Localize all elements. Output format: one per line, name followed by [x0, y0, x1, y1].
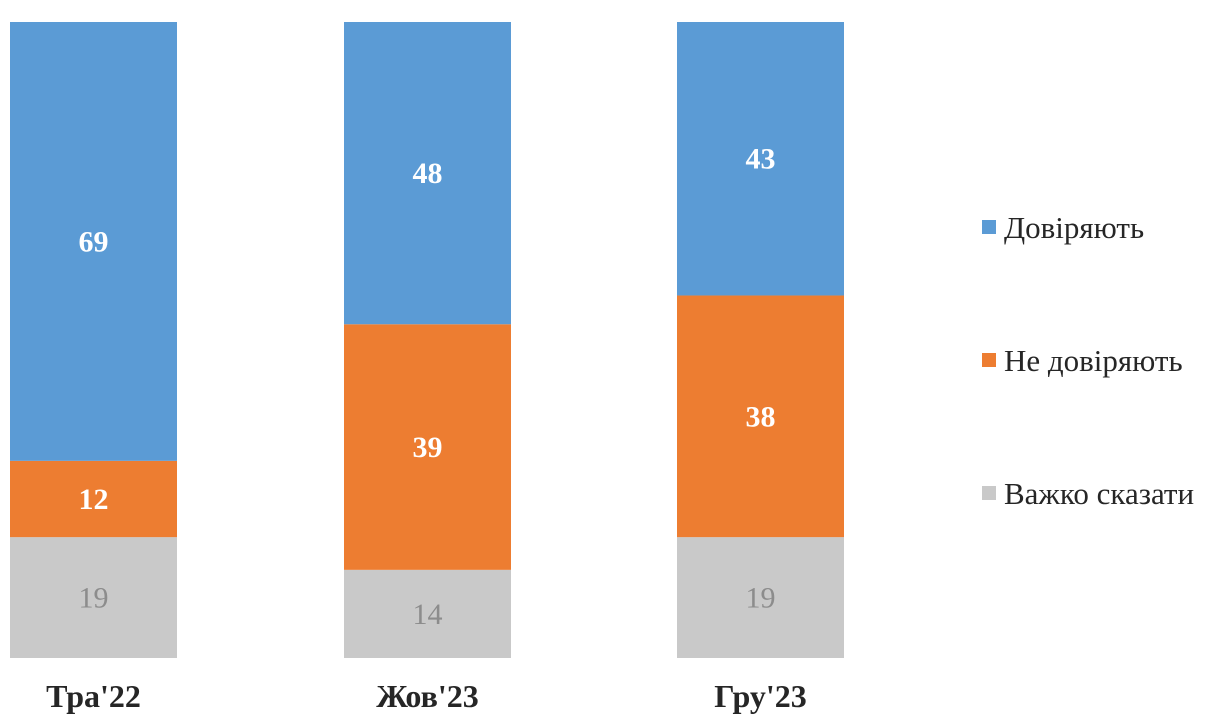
legend-label-3: Важко сказати [1004, 476, 1194, 511]
data-label-1-cat-1: 69 [79, 225, 109, 258]
bar-segment-2-cat-1 [10, 460, 177, 538]
data-label-3-cat-2: 14 [413, 598, 443, 631]
legend-label-2: Не довіряють [1004, 343, 1183, 378]
bar-segment-1-cat-3 [677, 22, 844, 296]
legend: Довіряють Не довіряють Важко сказати [982, 210, 1194, 511]
data-label-2-cat-2: 39 [413, 431, 443, 464]
bar-segment-3-cat-1 [10, 537, 177, 658]
legend-swatch-2 [982, 353, 996, 367]
category-label-3: Гру'23 [714, 678, 807, 714]
bar-segment-1-cat-2 [344, 22, 511, 325]
category-label-1: Тра'22 [46, 678, 141, 714]
legend-swatch-3 [982, 486, 996, 500]
bar-segment-3-cat-2 [344, 569, 511, 658]
data-label-1-cat-2: 48 [413, 157, 443, 190]
data-label-2-cat-3: 38 [746, 400, 776, 433]
legend-swatch-1 [982, 220, 996, 234]
legend-label-1: Довіряють [1004, 210, 1144, 245]
category-label-2: Жов'23 [376, 678, 479, 714]
data-label-1-cat-3: 43 [746, 143, 776, 176]
bars-group: 19 12 69 14 39 48 19 38 43 [10, 22, 844, 658]
data-label-3-cat-1: 19 [79, 582, 109, 615]
bar-segment-2-cat-2 [344, 324, 511, 570]
data-label-3-cat-3: 19 [746, 582, 776, 615]
bar-segment-1-cat-1 [10, 22, 177, 461]
category-labels: Тра'22 Жов'23 Гру'23 [46, 678, 807, 714]
data-label-2-cat-1: 12 [79, 483, 109, 516]
bar-segment-3-cat-3 [677, 537, 844, 658]
bar-segment-2-cat-3 [677, 295, 844, 538]
